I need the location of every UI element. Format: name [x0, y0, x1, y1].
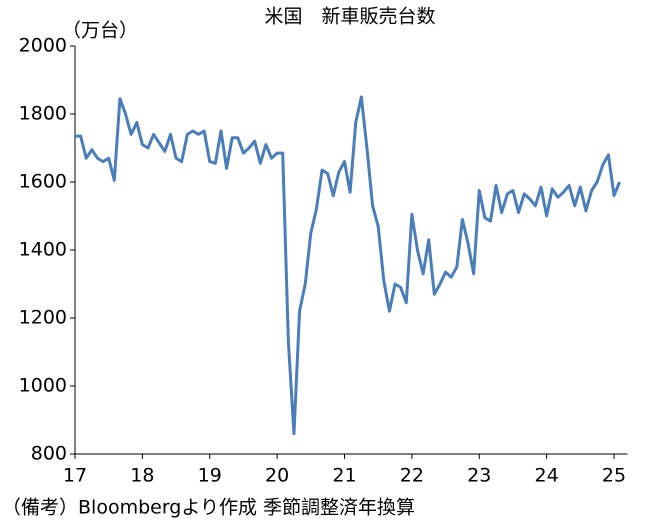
y-tick-label: 800 — [31, 443, 67, 465]
x-tick-label: 24 — [535, 465, 559, 487]
data-line — [75, 95, 621, 436]
x-tick-label: 19 — [198, 465, 222, 487]
y-tick-label: 1800 — [19, 103, 67, 125]
note: （備考）Bloombergより作成 季節調整済年換算 — [2, 497, 415, 519]
x-tick-label: 18 — [130, 465, 154, 487]
x-tick-label: 23 — [467, 465, 491, 487]
x-tick-label: 21 — [332, 465, 356, 487]
chart-title: 米国 新車販売台数 — [264, 6, 435, 28]
y-tick-label: 1400 — [19, 239, 67, 261]
y-tick-label: 1000 — [19, 375, 67, 397]
x-tick-label: 17 — [63, 465, 87, 487]
x-tick-label: 25 — [602, 465, 626, 487]
y-tick-label: 2000 — [19, 35, 67, 57]
x-tick-label: 20 — [265, 465, 289, 487]
y-tick-label: 1600 — [19, 171, 67, 193]
y-axis-label: （万台） — [62, 20, 138, 42]
x-tick-label: 22 — [400, 465, 424, 487]
y-tick-label: 1200 — [19, 307, 67, 329]
